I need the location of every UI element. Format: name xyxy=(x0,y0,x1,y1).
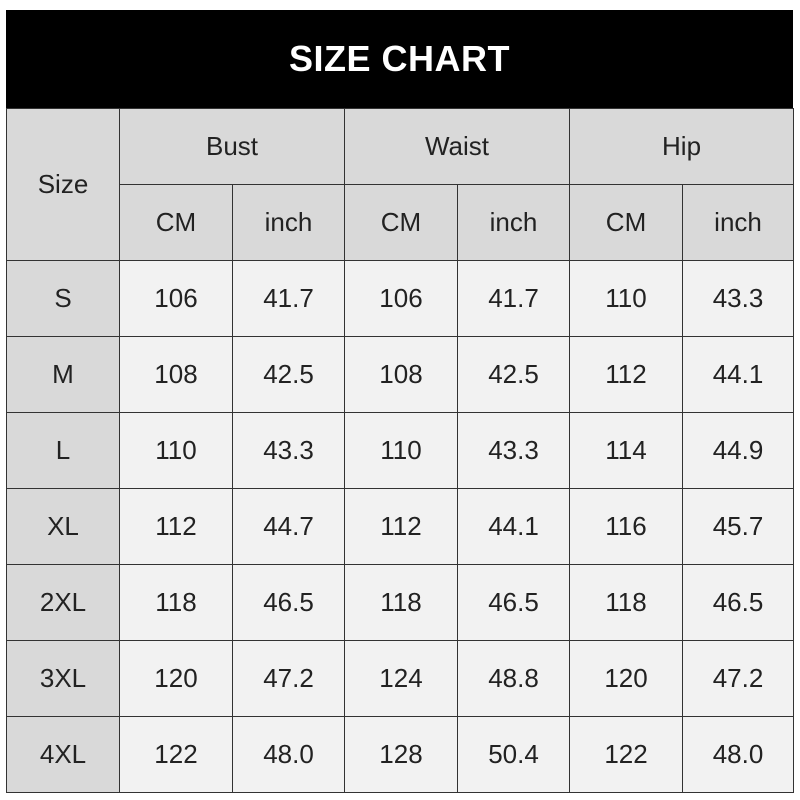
waist-header: Waist xyxy=(343,108,571,185)
value-cell: 46.5 xyxy=(232,564,345,641)
size-cell: XL xyxy=(6,488,120,565)
value-cell: 41.7 xyxy=(456,260,571,337)
value-cell: 122 xyxy=(119,716,233,793)
value-cell: 128 xyxy=(344,716,458,793)
value-cell: 44.1 xyxy=(456,488,571,565)
table-row: M 108 42.5 108 42.5 112 44.1 xyxy=(6,336,795,413)
size-cell: 3XL xyxy=(6,640,120,717)
value-cell: 48.0 xyxy=(232,716,345,793)
value-cell: 45.7 xyxy=(682,488,795,565)
value-cell: 118 xyxy=(569,564,684,641)
value-cell: 48.0 xyxy=(682,716,795,793)
unit-header: inch xyxy=(682,184,795,261)
value-cell: 42.5 xyxy=(232,336,345,413)
value-cell: 42.5 xyxy=(456,336,571,413)
value-cell: 47.2 xyxy=(232,640,345,717)
unit-header: CM xyxy=(569,184,684,261)
value-cell: 110 xyxy=(119,412,233,489)
value-cell: 46.5 xyxy=(456,564,571,641)
value-cell: 108 xyxy=(119,336,233,413)
hip-header: Hip xyxy=(569,108,795,185)
value-cell: 106 xyxy=(344,260,458,337)
value-cell: 44.7 xyxy=(232,488,345,565)
size-cell: 2XL xyxy=(6,564,120,641)
table-row: S 106 41.7 106 41.7 110 43.3 xyxy=(6,260,795,337)
size-table: Size Bust Waist Hip CM inch CM inch CM inch S… xyxy=(6,108,795,793)
value-cell: 112 xyxy=(569,336,684,413)
value-cell: 46.5 xyxy=(682,564,795,641)
value-cell: 44.1 xyxy=(682,336,795,413)
unit-header: inch xyxy=(456,184,571,261)
size-header: Size xyxy=(6,108,120,261)
size-cell: M xyxy=(6,336,120,413)
value-cell: 114 xyxy=(569,412,684,489)
value-cell: 122 xyxy=(569,716,684,793)
size-cell: L xyxy=(6,412,120,489)
unit-header: inch xyxy=(232,184,345,261)
value-cell: 48.8 xyxy=(456,640,571,717)
table-row: XL 112 44.7 112 44.1 116 45.7 xyxy=(6,488,795,565)
value-cell: 124 xyxy=(344,640,458,717)
size-cell: 4XL xyxy=(6,716,120,793)
size-cell: S xyxy=(6,260,120,337)
size-chart: SIZE CHART Size Bust Waist Hip CM inch CM i… xyxy=(6,10,795,793)
value-cell: 120 xyxy=(119,640,233,717)
value-cell: 118 xyxy=(344,564,458,641)
value-cell: 106 xyxy=(119,260,233,337)
value-cell: 41.7 xyxy=(232,260,345,337)
value-cell: 110 xyxy=(569,260,684,337)
bust-header: Bust xyxy=(119,108,345,185)
value-cell: 120 xyxy=(569,640,684,717)
table-row: 2XL 118 46.5 118 46.5 118 46.5 xyxy=(6,564,795,641)
value-cell: 112 xyxy=(344,488,458,565)
value-cell: 47.2 xyxy=(682,640,795,717)
value-cell: 50.4 xyxy=(456,716,571,793)
unit-header: CM xyxy=(119,184,233,261)
unit-header: CM xyxy=(344,184,458,261)
table-row: 4XL 122 48.0 128 50.4 122 48.0 xyxy=(6,716,795,793)
value-cell: 116 xyxy=(569,488,684,565)
chart-title: SIZE CHART xyxy=(6,10,793,108)
value-cell: 43.3 xyxy=(232,412,345,489)
value-cell: 110 xyxy=(344,412,458,489)
table-row: L 110 43.3 110 43.3 114 44.9 xyxy=(6,412,795,489)
value-cell: 43.3 xyxy=(456,412,571,489)
value-cell: 112 xyxy=(119,488,233,565)
table-row: 3XL 120 47.2 124 48.8 120 47.2 xyxy=(6,640,795,717)
value-cell: 43.3 xyxy=(682,260,795,337)
value-cell: 118 xyxy=(119,564,233,641)
value-cell: 44.9 xyxy=(682,412,795,489)
value-cell: 108 xyxy=(344,336,458,413)
